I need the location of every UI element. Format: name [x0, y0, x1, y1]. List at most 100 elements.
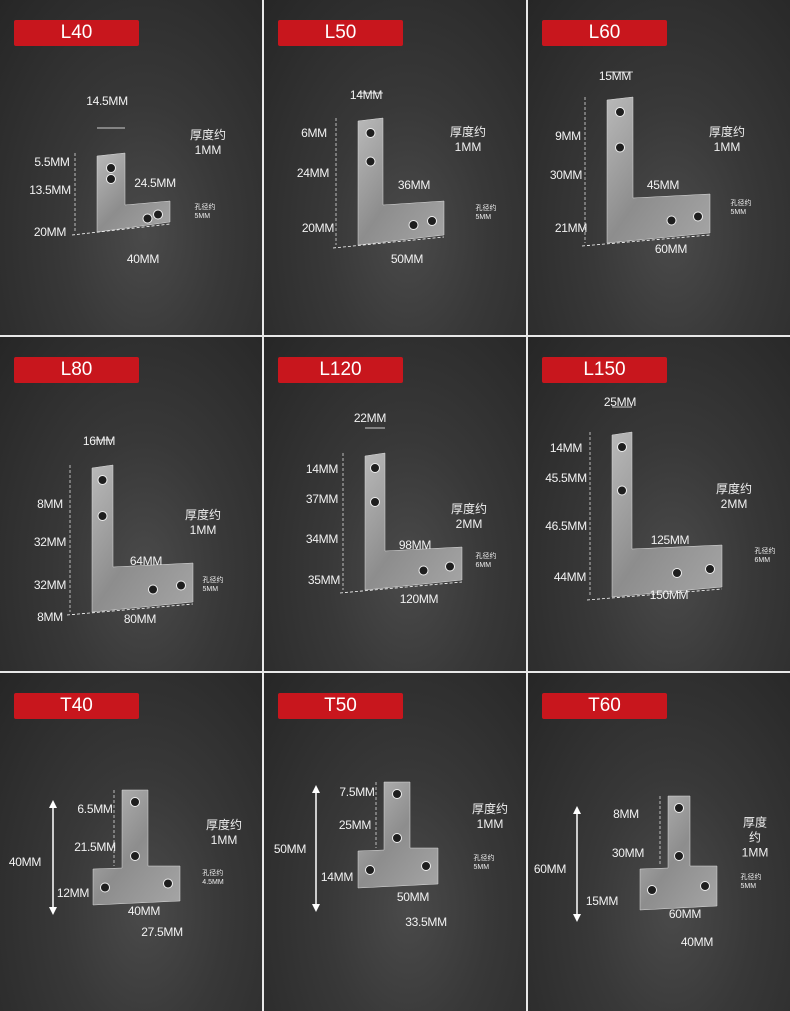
thickness-value: 1MM — [741, 845, 769, 860]
hole-diameter-note: 孔径约 5MM — [474, 854, 495, 872]
hole-value: 6MM — [754, 557, 771, 564]
model-badge: L40 — [14, 20, 139, 46]
screw-hole — [674, 803, 684, 813]
bracket-body — [364, 452, 463, 591]
dimension-label: 25MM — [338, 818, 372, 832]
dimension-label: 24MM — [296, 166, 330, 180]
dimension-label: 34MM — [305, 532, 339, 546]
screw-hole — [666, 215, 677, 226]
screw-hole — [100, 882, 110, 893]
dimension-label: 14MM — [349, 88, 383, 102]
screw-hole — [693, 211, 703, 222]
hole-value: 5MM — [730, 209, 747, 216]
screw-hole — [418, 565, 429, 576]
thickness-label: 厚度约 — [472, 802, 509, 816]
dimension-label: 12MM — [56, 886, 90, 900]
screw-hole — [130, 851, 140, 861]
thickness-note: 厚度约 1MM — [206, 818, 242, 848]
panel-l50: L50 14MM 6MM 24MM 36MM 20MM 50MM 厚度约 1MM 孔径约 5MM — [264, 0, 526, 335]
model-badge: L60 — [542, 20, 667, 46]
screw-hole — [427, 216, 437, 226]
hole-diameter-note: 孔径约 5MM — [195, 203, 216, 221]
dimension-label: 45.5MM — [545, 471, 587, 485]
thickness-note: 厚度约 1MM — [709, 125, 745, 155]
dimension-label: 50MM — [390, 252, 424, 266]
thickness-label: 厚度约 — [184, 508, 222, 522]
screw-hole — [421, 861, 431, 871]
screw-hole — [672, 568, 682, 578]
dimension-label: 21MM — [554, 221, 588, 235]
bracket-t40 — [49, 789, 181, 915]
screw-hole — [674, 851, 684, 861]
dimension-label: 8MM — [37, 610, 63, 624]
dimension-label: 30MM — [611, 846, 645, 860]
dimension-label: 40MM — [680, 935, 714, 949]
thickness-note: 厚度约 1MM — [450, 125, 486, 155]
thickness-value: 1MM — [454, 140, 482, 154]
screw-hole — [370, 497, 380, 507]
dimension-label: 13.5MM — [29, 183, 71, 197]
bracket-body — [611, 431, 723, 598]
dimension-label: 25MM — [603, 395, 637, 409]
dimension-label: 24.5MM — [134, 176, 176, 190]
dimension-label: 30MM — [549, 168, 583, 182]
hole-label: 孔径约 — [202, 577, 224, 584]
hole-value: 5MM — [202, 586, 219, 593]
model-badge: T50 — [278, 693, 403, 719]
screw-hole — [615, 107, 625, 117]
panel-l120: L120 22MM 14MM 37MM 34MM 98MM 35MM 120MM 厚度约 2MM 孔… — [264, 337, 526, 671]
thickness-label: 厚度约 — [742, 815, 767, 845]
screw-hole — [408, 220, 419, 230]
hole-diameter-note: 孔径约 6MM — [476, 552, 497, 570]
thickness-note: 厚度约 1MM — [472, 802, 508, 832]
panel-t50: T50 50MM 7.5MM 25MM 14MM 50MM 33.5MM 厚度约 1MM 孔径约 5… — [264, 673, 526, 1011]
panel-l150: L150 25MM 14MM 45.5MM 46.5MM 125MM 44MM 150MM 厚度… — [528, 337, 790, 671]
screw-hole — [97, 475, 108, 485]
dimension-label: 5.5MM — [34, 155, 70, 169]
panel-l80: L80 16MM 8MM 32MM 32MM 8MM 64MM 80MM 厚度约 1MM 孔径约 5M… — [0, 337, 262, 671]
hole-label: 孔径约 — [202, 870, 224, 877]
bracket-l120 — [339, 427, 463, 594]
dimension-label: 20MM — [301, 221, 335, 235]
screw-hole — [370, 463, 380, 473]
thickness-label: 厚度约 — [189, 128, 227, 142]
hole-diameter-note: 孔径约 6MM — [755, 547, 776, 565]
screw-hole — [106, 174, 116, 184]
dimension-label: 120MM — [399, 592, 439, 606]
panel-t40: T40 40MM 6.5MM 21.5MM 12MM 40MM 27.5MM 厚度约 1MM 孔径… — [0, 673, 262, 1011]
model-badge: T40 — [14, 693, 139, 719]
dimension-label: 44MM — [553, 570, 587, 584]
hole-diameter-note: 孔径约 5MM — [731, 199, 752, 217]
hole-value: 6MM — [475, 562, 492, 569]
bracket-t50 — [312, 781, 439, 912]
screw-hole — [153, 209, 163, 220]
bracket-body — [91, 464, 194, 613]
dimension-label: 64MM — [129, 554, 163, 568]
hole-diameter-note: 孔径约 5MM — [741, 873, 762, 891]
thickness-value: 1MM — [210, 833, 238, 847]
dimension-label: 16MM — [82, 434, 116, 448]
dimension-label: 40MM — [8, 855, 42, 869]
panel-l60: L60 15MM 9MM 30MM 45MM 21MM 60MM 厚度约 1MM 孔径约 5MM — [528, 0, 790, 335]
dimension-label: 98MM — [398, 538, 432, 552]
hole-label: 孔径约 — [754, 548, 776, 555]
dimension-label: 46.5MM — [545, 519, 587, 533]
hole-value: 5MM — [473, 864, 490, 871]
screw-hole — [647, 885, 657, 895]
dimension-label: 6.5MM — [77, 802, 113, 816]
dimension-label: 40MM — [126, 252, 160, 266]
thickness-value: 1MM — [189, 523, 217, 537]
screw-hole — [130, 797, 140, 807]
hole-label: 孔径约 — [475, 205, 497, 212]
thickness-note: 厚度约 1MM — [190, 128, 226, 158]
dimension-label: 9MM — [555, 129, 581, 143]
screw-hole — [365, 156, 376, 167]
dimension-label: 60MM — [533, 862, 567, 876]
hole-label: 孔径约 — [730, 200, 752, 207]
model-badge: L50 — [278, 20, 403, 46]
panel-l40: L40 14.5MM 5.5MM 13.5MM 24.5MM 20MM 40MM 厚度约 1MM… — [0, 0, 262, 335]
hole-value: 4.5MM — [202, 879, 224, 886]
thickness-label: 厚度约 — [708, 125, 746, 139]
dimension-label: 45MM — [646, 178, 680, 192]
screw-hole — [365, 128, 376, 138]
